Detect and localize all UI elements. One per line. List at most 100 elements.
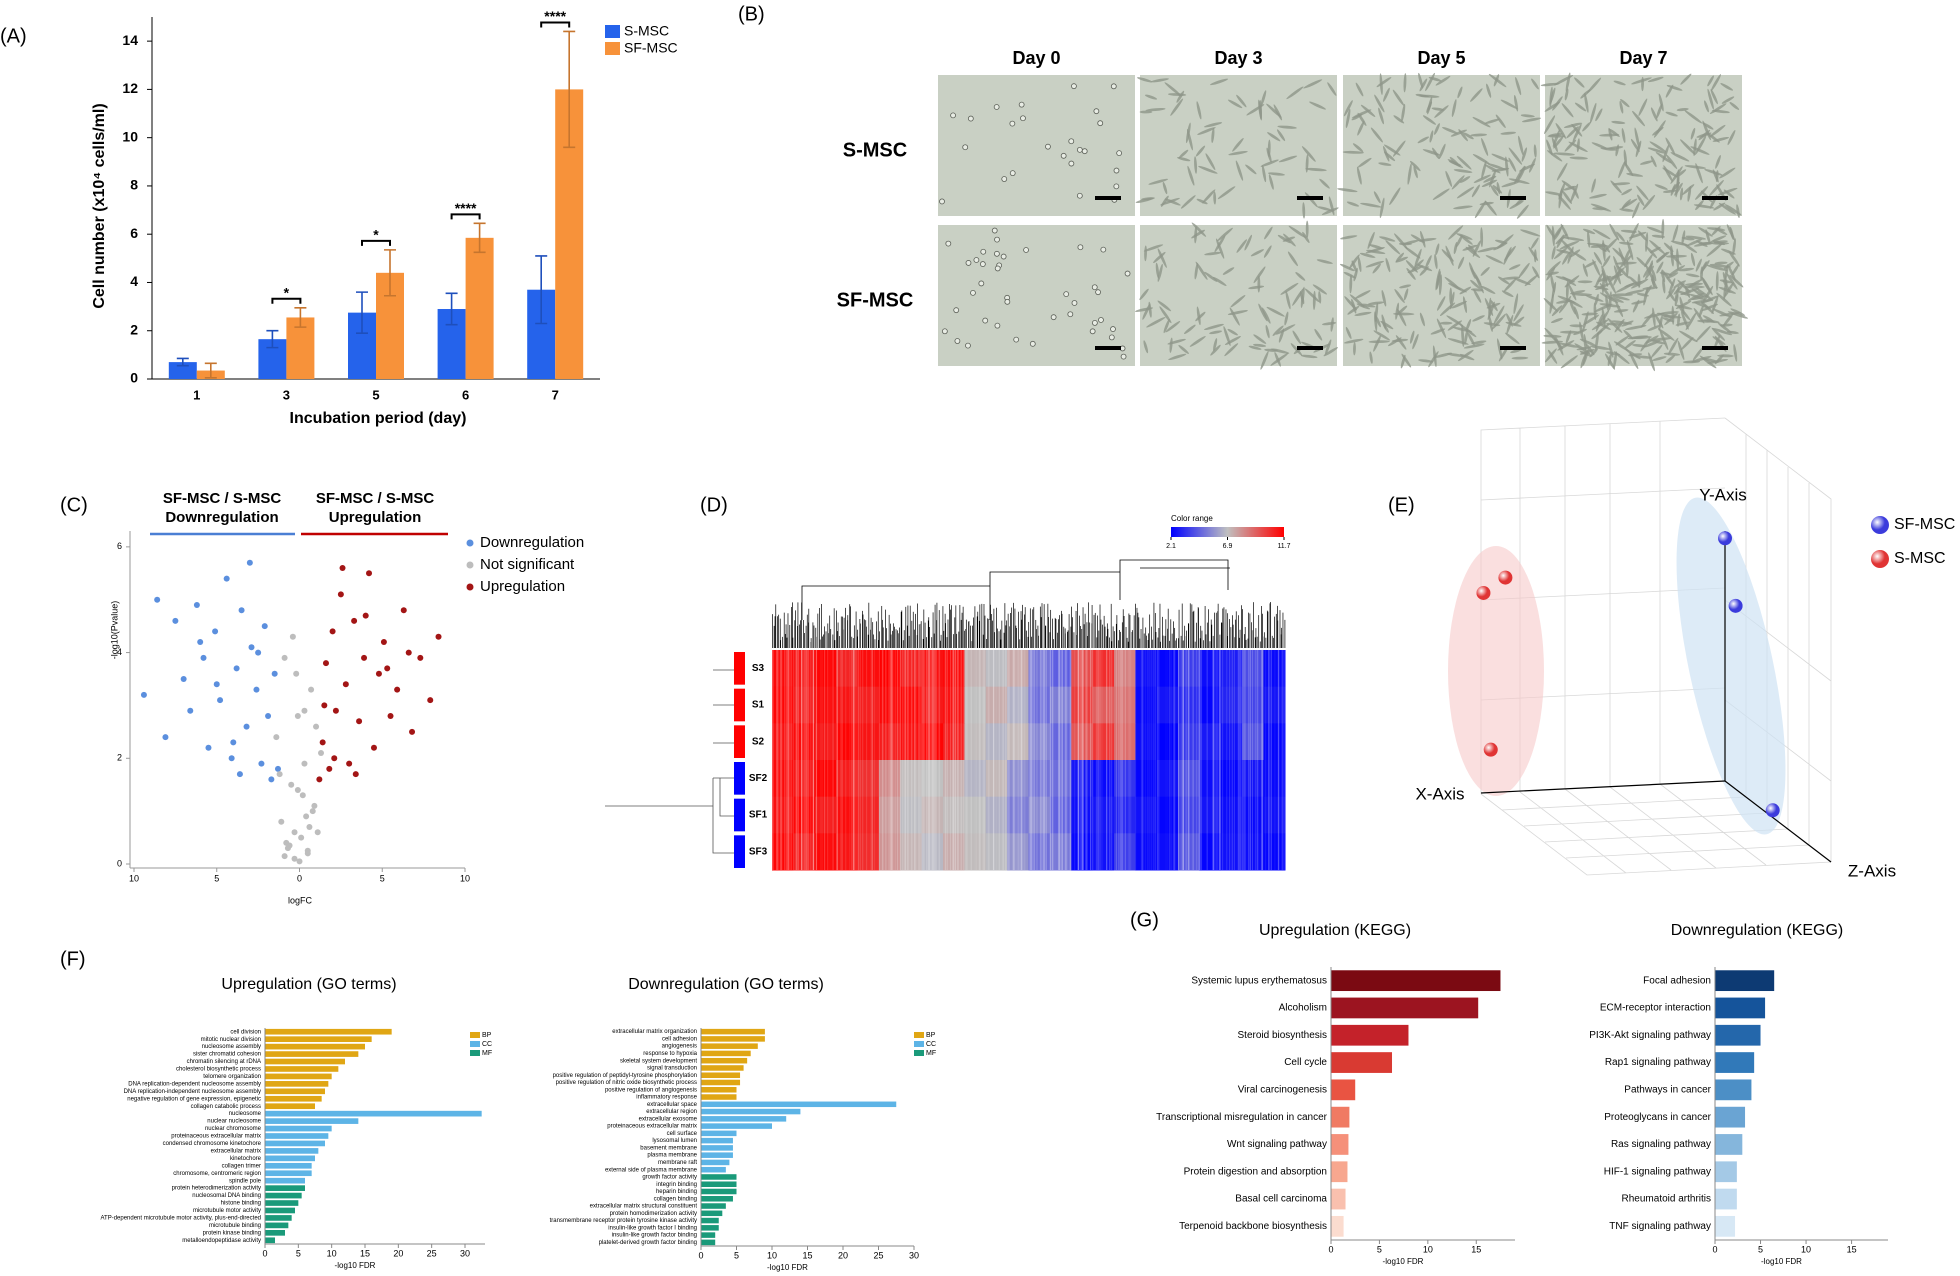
cell: [1488, 297, 1492, 319]
cell: [1091, 320, 1098, 326]
y-tick-label: 4: [130, 273, 138, 289]
cell: [1305, 220, 1309, 239]
cell: [1067, 311, 1074, 318]
bar: [701, 1130, 737, 1137]
cell: [1553, 152, 1575, 156]
cell: [1317, 206, 1333, 212]
cell: [1592, 207, 1607, 211]
cell: [1250, 249, 1264, 257]
cell: [1663, 165, 1673, 182]
point: [291, 829, 298, 836]
cell: [1685, 312, 1697, 331]
cell: [1732, 238, 1736, 256]
significance-bracket: [540, 21, 571, 28]
cell: [1163, 318, 1170, 334]
cell: [1623, 329, 1634, 340]
cell: [1605, 353, 1616, 370]
heatmap-cell: [1071, 686, 1094, 724]
x-axis-label: -log10 FDR: [767, 1263, 808, 1272]
cell: [1718, 286, 1737, 294]
cell: [1698, 129, 1711, 141]
cell: [1566, 126, 1579, 139]
panel-label: (A): [0, 25, 27, 47]
category-label: metalloendopeptidase activity: [182, 1238, 261, 1244]
cell: [1164, 198, 1181, 206]
row-label: S-MSC: [843, 139, 907, 161]
cell: [1321, 207, 1339, 216]
cell: [1343, 338, 1364, 344]
heatmap-cell: [1199, 760, 1222, 798]
cell: [1568, 284, 1577, 301]
cell: [1230, 295, 1246, 308]
point: [230, 739, 237, 746]
category-label: angiogenesis: [662, 1044, 697, 1050]
cell: [1722, 272, 1728, 286]
cell: [1403, 288, 1409, 301]
bar: [265, 1133, 329, 1139]
cell: [1004, 298, 1011, 305]
category-label: collagen catabolic process: [191, 1104, 261, 1110]
cell: [1513, 94, 1519, 112]
cell: [1498, 276, 1510, 285]
cell: [1327, 82, 1337, 96]
point: [172, 617, 179, 624]
cell: [1704, 100, 1709, 113]
cell: [978, 280, 985, 287]
cell: [1560, 355, 1578, 369]
bar: [1331, 1134, 1349, 1155]
cell: [1726, 224, 1736, 241]
x-axis-label: -log10 FDR: [1383, 1257, 1424, 1266]
category-label: nuclear nucleosome: [207, 1119, 261, 1125]
cell: [1410, 234, 1425, 244]
point: [278, 818, 285, 825]
cell: [1204, 271, 1218, 282]
heatmap-cell: [900, 760, 923, 798]
cell: [1224, 343, 1239, 357]
axis-label: X-Axis: [1415, 784, 1464, 803]
cell: [1609, 267, 1625, 283]
significance-bracket: [271, 297, 302, 304]
heatmap-cell: [1028, 650, 1051, 688]
cell: [1714, 334, 1721, 348]
legend-swatch: [605, 25, 620, 38]
cell: [993, 104, 1000, 110]
cell: [1715, 170, 1719, 183]
cell: [1582, 121, 1591, 132]
category-label: collagen binding: [654, 1196, 697, 1202]
bar: [701, 1079, 741, 1086]
cell: [1276, 129, 1286, 142]
heatmap-cell: [1135, 723, 1158, 761]
bar: [701, 1166, 726, 1173]
category-label: collagen trimer: [222, 1163, 261, 1169]
cell: [1029, 340, 1036, 347]
heatmap-cell: [793, 650, 816, 688]
cell: [1597, 275, 1612, 283]
cell: [1599, 292, 1619, 304]
heatmap-cell: [985, 796, 1008, 834]
cell: [1574, 102, 1587, 112]
point: [276, 771, 283, 778]
cell: [1110, 326, 1116, 332]
row-dendrogram: [605, 669, 734, 854]
group-title: SF-MSC / S-MSC: [316, 490, 434, 507]
cell: [1665, 137, 1676, 155]
legend-swatch: [470, 1041, 480, 1047]
cell: [1137, 77, 1153, 83]
bar: [701, 1145, 733, 1151]
point: [304, 847, 311, 854]
cell: [1365, 260, 1385, 268]
cell: [1204, 251, 1222, 256]
cell: [1380, 320, 1394, 330]
cell: [1678, 330, 1698, 343]
cell: [1184, 324, 1196, 335]
y-tick-label: 4: [117, 647, 122, 657]
heatmap-cell: [793, 760, 816, 798]
heatmap-cell: [1178, 686, 1200, 724]
cell: [1347, 305, 1360, 315]
cell: [1564, 88, 1569, 101]
point: [332, 707, 339, 714]
cell: [1611, 120, 1626, 125]
cell: [1198, 165, 1218, 174]
cell: [1662, 278, 1666, 294]
cell: [1711, 308, 1732, 318]
